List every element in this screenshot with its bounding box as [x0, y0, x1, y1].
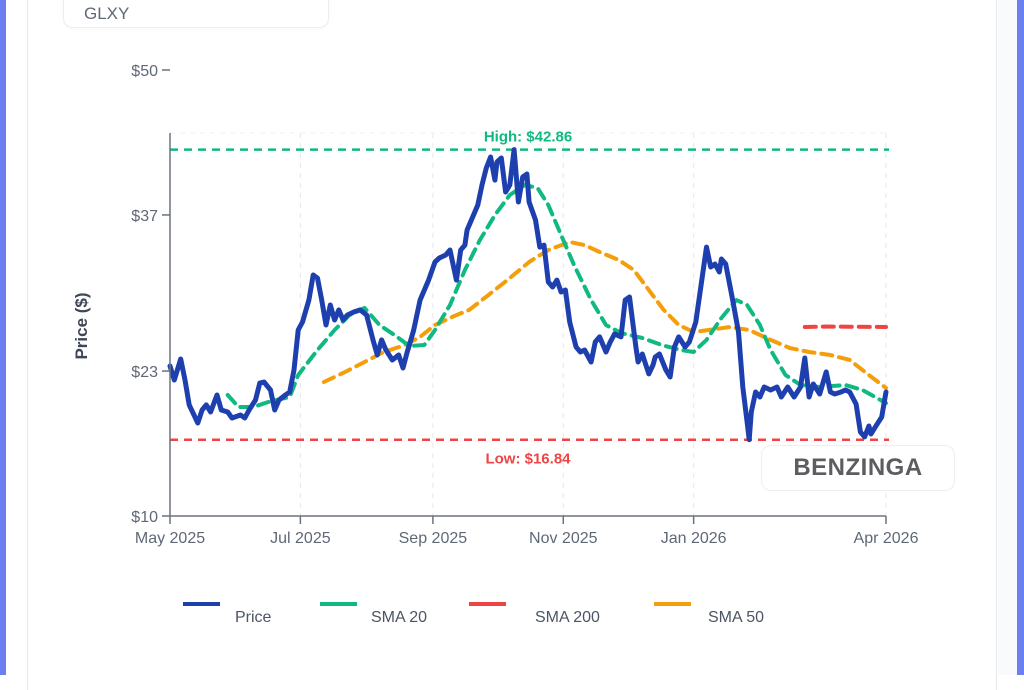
benzinga-watermark: BENZINGA — [761, 445, 955, 491]
y-tick-label: $23 — [131, 364, 158, 381]
right-accent-bar — [1017, 0, 1024, 675]
x-tick-label: Jan 2026 — [661, 530, 727, 547]
annotations: High: $42.86 Low: $16.84 — [484, 129, 572, 468]
y-tick-label: $37 — [131, 208, 158, 225]
y-tick-label: $10 — [131, 509, 158, 526]
legend: Price SMA 20 SMA 200 SMA 50 — [183, 602, 764, 626]
left-accent-bar — [0, 0, 6, 675]
x-tick-label: Jul 2025 — [270, 530, 331, 547]
legend-label-sma200: SMA 200 — [535, 609, 600, 626]
high-label: High: $42.86 — [484, 129, 572, 146]
reference-lines — [170, 148, 889, 441]
y-tick-label: $50 — [131, 63, 158, 80]
series-line-sma50 — [321, 240, 888, 390]
ticker-symbol: GLXY — [84, 4, 130, 23]
y-axis-title: Price ($) — [72, 292, 91, 359]
axes — [169, 133, 886, 517]
series-line-price — [167, 147, 889, 443]
x-tick-label: Nov 2025 — [529, 530, 598, 547]
series-line-sma20 — [225, 183, 888, 409]
chart-card — [27, 0, 997, 690]
series-line-sma200 — [802, 324, 888, 329]
series-layer — [167, 147, 889, 443]
legend-label-sma50: SMA 50 — [708, 609, 764, 626]
right-gutter — [998, 0, 1017, 675]
x-tick-label: May 2025 — [135, 530, 205, 547]
legend-label-price: Price — [235, 609, 272, 626]
x-ticks: May 2025 Jul 2025 Sep 2025 Nov 2025 Jan 2026… — [135, 516, 919, 547]
x-tick-label: Sep 2025 — [399, 530, 468, 547]
price-chart: $10 $23 $37 $50 May 2025 Jul 2025 Sep 2025 Nov… — [72, 63, 919, 626]
x-tick-label: Apr 2026 — [854, 530, 919, 547]
legend-label-sma20: SMA 20 — [371, 609, 427, 626]
ticker-input[interactable]: GLXY — [63, 0, 329, 28]
y-ticks: $10 $23 $37 $50 — [131, 63, 170, 526]
low-label: Low: $16.84 — [485, 451, 571, 468]
